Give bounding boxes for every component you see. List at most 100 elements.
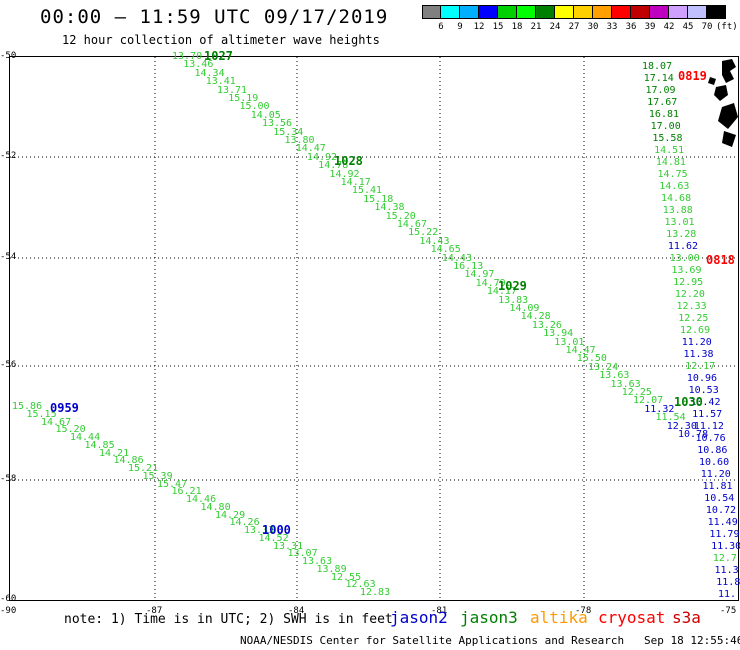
wave-height-label: 14.47 bbox=[565, 345, 596, 356]
wave-height-label: 14.80 bbox=[200, 501, 231, 513]
wave-height-label: 12.25 bbox=[621, 387, 652, 398]
wave-height-label: 13.28 bbox=[666, 229, 697, 240]
wave-height-label: 11.49 bbox=[707, 517, 738, 528]
wave-height-label: 14.26 bbox=[229, 517, 260, 529]
wave-height-label: 13.63 bbox=[302, 556, 333, 567]
wave-height-label: 12.20 bbox=[674, 289, 705, 300]
wave-height-label: 12.30 bbox=[666, 420, 697, 432]
wave-height-label: 13.01 bbox=[554, 336, 585, 348]
scale-label: 36 bbox=[625, 22, 637, 32]
scale-label: (ft) bbox=[716, 22, 738, 32]
x-tick-label: -75 bbox=[720, 606, 737, 616]
page-subtitle: 12 hour collection of altimeter wave hei… bbox=[62, 33, 380, 47]
wave-height-label: 11.57 bbox=[692, 409, 723, 420]
wave-height-label: 12.07 bbox=[633, 395, 664, 407]
map-frame: 13.70 13.46 14.34 13.41 13.71 15.19 15.00 14.05… bbox=[9, 49, 740, 601]
wave-height-label: 11.20 bbox=[681, 337, 712, 348]
wave-height-label: 13.00 bbox=[669, 253, 700, 264]
y-tick-label: -52 bbox=[0, 151, 17, 161]
wave-height-label: 18.07 bbox=[642, 61, 673, 72]
wave-height-label: 12.25 bbox=[678, 313, 709, 324]
wave-height-label: 12.17 bbox=[685, 361, 716, 372]
scale-label: 6 bbox=[438, 22, 444, 32]
legend-label: jason3 bbox=[460, 608, 518, 627]
pass-id-label: 0959 bbox=[50, 401, 79, 415]
pass-id-label: 1027 bbox=[204, 49, 233, 63]
wave-height-label: 14.34 bbox=[194, 67, 225, 79]
wave-height-label: 13.88 bbox=[662, 205, 693, 216]
legend-label: altika bbox=[530, 608, 588, 627]
pass-id-label: 0819 bbox=[678, 69, 707, 83]
wave-height-label: 14.47 bbox=[295, 143, 326, 155]
scale-swatch bbox=[422, 5, 441, 19]
wave-height-label: 13.26 bbox=[531, 319, 562, 331]
y-tick-label: -54 bbox=[0, 252, 17, 262]
pass-id-label: 0818 bbox=[706, 253, 735, 267]
wave-height-label: 16.13 bbox=[453, 261, 484, 272]
wave-height-label: 11.30 bbox=[711, 541, 740, 552]
wave-height-label: 14.05 bbox=[250, 109, 281, 121]
wave-height-label: 10.54 bbox=[704, 493, 735, 504]
wave-height-label: 11.62 bbox=[667, 241, 699, 252]
pass-id-label: 1000 bbox=[262, 523, 291, 537]
legend-label: cryosat bbox=[598, 608, 666, 627]
scale-label: 45 bbox=[682, 22, 694, 32]
scale-label: 24 bbox=[549, 22, 561, 32]
wave-height-label: 14.17 bbox=[340, 177, 371, 188]
wave-height-label: 11.8 bbox=[716, 577, 740, 588]
wave-height-label: 12.55 bbox=[331, 571, 362, 583]
wave-height-label: 12.7 bbox=[712, 553, 737, 564]
wave-height-label: 13.41 bbox=[205, 76, 236, 88]
wave-height-label: 14.63 bbox=[659, 181, 690, 192]
wave-height-label: 11.3 bbox=[714, 565, 739, 576]
wave-height-label: 15.00 bbox=[239, 101, 270, 113]
wave-height-label: 13.33 bbox=[244, 525, 275, 536]
scale-label: 42 bbox=[663, 22, 675, 32]
wave-height-label: 15.22 bbox=[408, 227, 439, 239]
wave-height-label: 13.63 bbox=[610, 378, 641, 390]
legend-jason2: jason2 bbox=[390, 608, 448, 627]
scale-label: 27 bbox=[568, 22, 580, 32]
wave-height-label: 13.24 bbox=[588, 361, 619, 373]
wave-height-label: 15.20 bbox=[55, 424, 86, 436]
wave-height-label: 11.79 bbox=[709, 529, 740, 540]
scale-label: 12 bbox=[473, 22, 485, 32]
wave-height-label: 15.19 bbox=[228, 93, 259, 104]
wave-height-label: 13.89 bbox=[316, 563, 347, 575]
scale-label: 15 bbox=[492, 22, 504, 32]
wave-height-label: 13.46 bbox=[183, 59, 214, 71]
wave-height-label: 15.39 bbox=[142, 470, 173, 482]
wave-height-label: 13.07 bbox=[287, 548, 318, 560]
wave-height-label: 14.46 bbox=[186, 494, 217, 505]
wave-height-label: 15.18 bbox=[363, 193, 394, 205]
legend-altika: altika bbox=[530, 608, 588, 627]
scale-label: 70 bbox=[701, 22, 713, 32]
wave-height-label: 13.63 bbox=[599, 370, 630, 382]
scale-swatch bbox=[498, 5, 517, 19]
wave-height-label: 13.70 bbox=[172, 51, 203, 62]
wave-height-label: 13.83 bbox=[498, 294, 529, 306]
map-grid bbox=[10, 57, 738, 600]
wave-height-label: 10.42 bbox=[690, 397, 721, 408]
wave-height-label: 10.96 bbox=[686, 373, 718, 384]
scale-label: 21 bbox=[530, 22, 542, 32]
scale-label: 9 bbox=[457, 22, 463, 32]
wave-height-label: 11.12 bbox=[693, 421, 724, 432]
wave-height-label: 10.78 bbox=[678, 429, 709, 440]
wave-height-label: 13.71 bbox=[216, 84, 248, 96]
x-tick-label: -78 bbox=[575, 606, 592, 616]
wave-height-label: 14.38 bbox=[374, 202, 405, 214]
wave-height-label: 14.65 bbox=[430, 244, 461, 256]
footer-note: note: 1) Time is in UTC; 2) SWH is in fe… bbox=[64, 612, 393, 627]
wave-height-label: 11.32 bbox=[644, 403, 675, 415]
pass-id-label: 1030 bbox=[674, 395, 703, 409]
wave-height-label: 14.86 bbox=[113, 455, 144, 467]
wave-height-label: 14.21 bbox=[99, 447, 130, 459]
scale-swatch bbox=[574, 5, 593, 19]
scale-swatch bbox=[612, 5, 631, 19]
scale-swatch bbox=[593, 5, 612, 19]
scale-swatch bbox=[688, 5, 707, 19]
wave-height-label: 11.81 bbox=[702, 481, 733, 492]
y-tick-label: -58 bbox=[0, 474, 17, 484]
